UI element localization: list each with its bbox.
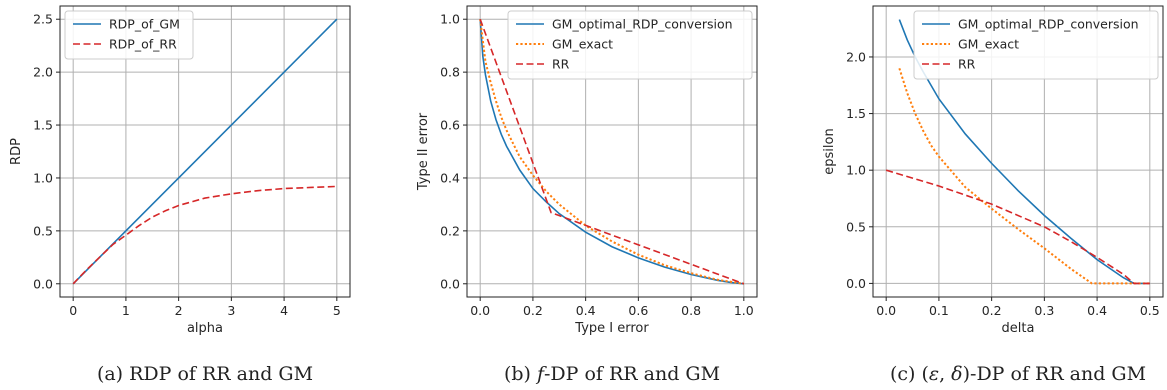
plot-frame <box>59 5 351 298</box>
plot-frame <box>872 5 1164 298</box>
y-tick-label: 1.0 <box>846 163 866 178</box>
legend-label: RR <box>552 57 570 72</box>
y-tick-label: 0.5 <box>846 219 866 234</box>
legend: RDP_of_GM RDP_of_RR <box>64 10 194 60</box>
y-tick-label: 1.5 <box>33 118 53 133</box>
y-tick-label: 2.0 <box>846 49 866 64</box>
x-tick-label: 0.0 <box>470 303 490 318</box>
legend-box <box>64 10 194 60</box>
x-axis-label: delta <box>1002 321 1035 336</box>
x-tick-label: 1.0 <box>734 303 754 318</box>
y-tick-label: 1.0 <box>440 12 460 27</box>
legend-label: RDP_of_RR <box>109 37 177 52</box>
legend-label: RR <box>958 57 976 72</box>
subplot-rdp: 0 1 2 3 4 5 0.0 0.5 1.0 1.5 2.0 2.5 alpha RDP RDP_of_G… <box>9 5 351 385</box>
series-line-rdp-of-rr <box>72 185 337 285</box>
plot-frame <box>466 5 758 298</box>
x-tick-label: 0.2 <box>982 303 1002 318</box>
x-tick-label: 0.0 <box>876 303 896 318</box>
legend-label: GM_optimal_RDP_conversion <box>552 17 733 32</box>
y-tick-label: 0.4 <box>440 170 460 185</box>
x-tick-label: 4 <box>280 303 288 318</box>
legend-label: RDP_of_GM <box>109 17 180 32</box>
legend-label: GM_optimal_RDP_conversion <box>958 17 1139 32</box>
series-line-rdp-of-gm <box>72 18 338 285</box>
x-axis-label: alpha <box>187 321 223 336</box>
x-tick-label: 0.4 <box>1087 303 1107 318</box>
y-axis-label: RDP <box>9 138 24 165</box>
x-tick-label: 0.1 <box>929 303 949 318</box>
series-line-gm-optimal-rdp-conversion <box>479 19 744 285</box>
y-tick-label: 0.8 <box>440 65 460 80</box>
x-tick-label: 0.8 <box>681 303 701 318</box>
subplot-caption: (c) (ε, δ)-DP of RR and GM <box>890 363 1146 385</box>
x-tick-label: 5 <box>333 303 341 318</box>
y-tick-label: 0.6 <box>440 118 460 133</box>
y-tick-label: 0.0 <box>440 276 460 291</box>
y-tick-label: 0.0 <box>33 276 53 291</box>
subplot-fdp: 0.0 0.2 0.4 0.6 0.8 1.0 0.0 0.2 0.4 0.6 0.8 1.0 Type… <box>416 5 758 385</box>
x-tick-label: 1 <box>122 303 130 318</box>
y-tick-label: 0.5 <box>33 223 53 238</box>
legend-box <box>913 10 1159 80</box>
legend-box <box>507 10 753 80</box>
y-tick-label: 1.0 <box>33 170 53 185</box>
x-tick-label: 0.3 <box>1034 303 1054 318</box>
y-tick-label: 2.5 <box>33 12 53 27</box>
subplot-caption: (a) RDP of RR and GM <box>97 363 313 385</box>
x-tick-label: 2 <box>175 303 183 318</box>
x-tick-label: 0.2 <box>523 303 543 318</box>
x-tick-label: 0 <box>69 303 77 318</box>
legend-label: GM_exact <box>958 37 1019 52</box>
y-axis-label: epsilon <box>822 128 837 174</box>
x-tick-label: 0.5 <box>1140 303 1160 318</box>
x-tick-label: 0.6 <box>628 303 648 318</box>
subplot-caption: (b) f-DP of RR and GM <box>504 363 720 385</box>
series-line-gm-exact <box>898 67 1150 285</box>
legend: GM_optimal_RDP_conversion GM_exact RR <box>913 10 1159 80</box>
x-axis-label: Type I error <box>574 321 649 336</box>
x-tick-label: 0.4 <box>576 303 596 318</box>
y-tick-label: 2.0 <box>33 65 53 80</box>
x-tick-label: 3 <box>227 303 235 318</box>
subplot-eps-delta: 0.0 0.1 0.2 0.3 0.4 0.5 0.0 0.5 1.0 1.5 2.0 delta ep… <box>822 5 1164 385</box>
series-line-rr <box>885 169 1150 285</box>
y-tick-label: 0.0 <box>846 276 866 291</box>
y-axis-label: Type II error <box>416 112 431 191</box>
legend-label: GM_exact <box>552 37 613 52</box>
y-tick-label: 1.5 <box>846 106 866 121</box>
y-tick-label: 0.2 <box>440 223 460 238</box>
series-line-rr <box>479 18 745 285</box>
legend: GM_optimal_RDP_conversion GM_exact RR <box>507 10 753 80</box>
